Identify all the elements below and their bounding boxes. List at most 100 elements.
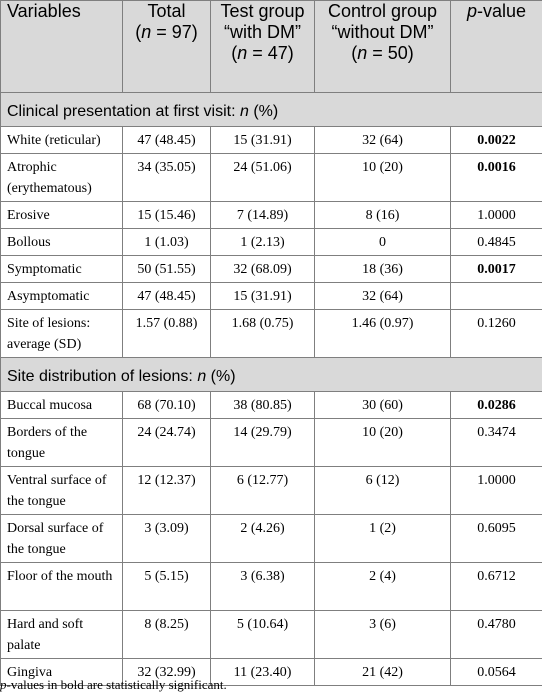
section-title: Site distribution of lesions: n (%) — [0, 357, 542, 392]
table-body: Clinical presentation at first visit: n … — [0, 92, 542, 686]
cell-control-group: 1.46 (0.97) — [314, 309, 451, 358]
cell-total: 5 (5.15) — [122, 562, 211, 611]
header-total-label: Total — [147, 1, 186, 22]
cell-test-group: 38 (80.85) — [210, 391, 315, 419]
cell-p-value: 0.3474 — [450, 418, 542, 467]
cell-p-value: 0.0022 — [450, 126, 542, 154]
section-header-row: Site distribution of lesions: n (%) — [0, 357, 542, 392]
cell-test-group: 1.68 (0.75) — [210, 309, 315, 358]
table-row: Borders of the tongue 24 (24.74) 14 (29.79… — [0, 418, 542, 467]
header-variables: Variables — [0, 0, 123, 93]
cell-test-group: 15 (31.91) — [210, 282, 315, 310]
cell-test-group: 1 (2.13) — [210, 228, 315, 256]
cell-p-value: 0.4780 — [450, 610, 542, 659]
cell-total: 47 (48.45) — [122, 126, 211, 154]
cell-control-group: 10 (20) — [314, 418, 451, 467]
cell-total: 3 (3.09) — [122, 514, 211, 563]
cell-p-value — [450, 282, 542, 310]
table-row: Buccal mucosa 68 (70.10) 38 (80.85) 30 (60)… — [0, 391, 542, 419]
cell-control-group: 21 (42) — [314, 658, 451, 686]
cell-variable: Symptomatic — [0, 255, 123, 283]
cell-variable: Bollous — [0, 228, 123, 256]
table-row: Symptomatic 50 (51.55) 32 (68.09) 18 (36) 0.… — [0, 255, 542, 283]
cell-p-value: 0.0017 — [450, 255, 542, 283]
cell-control-group: 32 (64) — [314, 126, 451, 154]
cell-test-group: 7 (14.89) — [210, 201, 315, 229]
cell-test-group: 6 (12.77) — [210, 466, 315, 515]
cell-variable: Gingiva — [0, 658, 123, 686]
cell-test-group: 2 (4.26) — [210, 514, 315, 563]
cell-variable: Ventral surface of the tongue — [0, 466, 123, 515]
table-row: Dorsal surface of the tongue 3 (3.09) 2 (4… — [0, 514, 542, 563]
cell-control-group: 1 (2) — [314, 514, 451, 563]
table-row: Site of lesions: average (SD) 1.57 (0.88)… — [0, 309, 542, 358]
cell-variable: White (reticular) — [0, 126, 123, 154]
table-row: Ventral surface of the tongue 12 (12.37) 6… — [0, 466, 542, 515]
cell-p-value: 0.0286 — [450, 391, 542, 419]
cell-control-group: 10 (20) — [314, 153, 451, 202]
header-test-group: Test group “with DM” (n = 47) — [210, 0, 315, 93]
header-test-label: Test group “with DM” — [220, 1, 305, 43]
cell-variable: Borders of the tongue — [0, 418, 123, 467]
cell-p-value: 0.4845 — [450, 228, 542, 256]
cell-control-group: 30 (60) — [314, 391, 451, 419]
footnote: p-values in bold are statistically signi… — [0, 677, 227, 692]
cell-total: 8 (8.25) — [122, 610, 211, 659]
header-test-n: (n = 47) — [231, 43, 294, 63]
header-control-group: Control group “without DM” (n = 50) — [314, 0, 451, 93]
cell-total: 34 (35.05) — [122, 153, 211, 202]
header-total-n: (n = 97) — [135, 22, 198, 42]
cell-test-group: 14 (29.79) — [210, 418, 315, 467]
header-p-value: p-value — [450, 0, 542, 93]
cell-test-group: 5 (10.64) — [210, 610, 315, 659]
cell-variable: Floor of the mouth — [0, 562, 123, 611]
cell-test-group: 24 (51.06) — [210, 153, 315, 202]
cell-control-group: 32 (64) — [314, 282, 451, 310]
cell-total: 50 (51.55) — [122, 255, 211, 283]
table-row: White (reticular) 47 (48.45) 15 (31.91) 32 … — [0, 126, 542, 154]
header-control-n: (n = 50) — [351, 43, 414, 63]
cell-p-value: 0.0564 — [450, 658, 542, 686]
table-row: Floor of the mouth 5 (5.15) 3 (6.38) 2 (4) 0… — [0, 562, 542, 611]
table-row: Gingiva 32 (32.99) 11 (23.40) 21 (42) 0.0564 — [0, 658, 542, 686]
table-row: Hard and soft palate 8 (8.25) 5 (10.64) 3 (… — [0, 610, 542, 659]
cell-p-value: 0.0016 — [450, 153, 542, 202]
table-row: Bollous 1 (1.03) 1 (2.13) 0 0.4845 — [0, 228, 542, 256]
header-row: Variables Total (n = 97) Test group “wit… — [0, 0, 542, 93]
cell-total: 47 (48.45) — [122, 282, 211, 310]
cell-p-value: 1.0000 — [450, 201, 542, 229]
table-row: Asymptomatic 47 (48.45) 15 (31.91) 32 (64) — [0, 282, 542, 310]
cell-variable: Erosive — [0, 201, 123, 229]
header-control-label: Control group “without DM” — [327, 1, 438, 43]
cell-total: 32 (32.99) — [122, 658, 211, 686]
cell-control-group: 0 — [314, 228, 451, 256]
cell-variable: Buccal mucosa — [0, 391, 123, 419]
cell-control-group: 8 (16) — [314, 201, 451, 229]
cell-control-group: 3 (6) — [314, 610, 451, 659]
cell-p-value: 0.6095 — [450, 514, 542, 563]
cell-total: 12 (12.37) — [122, 466, 211, 515]
header-total: Total (n = 97) — [122, 0, 211, 93]
cell-control-group: 2 (4) — [314, 562, 451, 611]
cell-variable: Atrophic (erythematous) — [0, 153, 123, 202]
section-title: Clinical presentation at first visit: n … — [0, 92, 542, 127]
section-header-row: Clinical presentation at first visit: n … — [0, 92, 542, 127]
cell-variable: Hard and soft palate — [0, 610, 123, 659]
cell-variable: Dorsal surface of the tongue — [0, 514, 123, 563]
cell-p-value: 0.1260 — [450, 309, 542, 358]
cell-variable: Site of lesions: average (SD) — [0, 309, 123, 358]
cell-control-group: 6 (12) — [314, 466, 451, 515]
cell-total: 1 (1.03) — [122, 228, 211, 256]
cell-p-value: 1.0000 — [450, 466, 542, 515]
cell-total: 68 (70.10) — [122, 391, 211, 419]
cell-control-group: 18 (36) — [314, 255, 451, 283]
cell-test-group: 15 (31.91) — [210, 126, 315, 154]
cell-test-group: 32 (68.09) — [210, 255, 315, 283]
cell-variable: Asymptomatic — [0, 282, 123, 310]
cell-total: 24 (24.74) — [122, 418, 211, 467]
cell-total: 15 (15.46) — [122, 201, 211, 229]
cell-test-group: 3 (6.38) — [210, 562, 315, 611]
table-row: Erosive 15 (15.46) 7 (14.89) 8 (16) 1.0000 — [0, 201, 542, 229]
table-row: Atrophic (erythematous) 34 (35.05) 24 (51.… — [0, 153, 542, 202]
